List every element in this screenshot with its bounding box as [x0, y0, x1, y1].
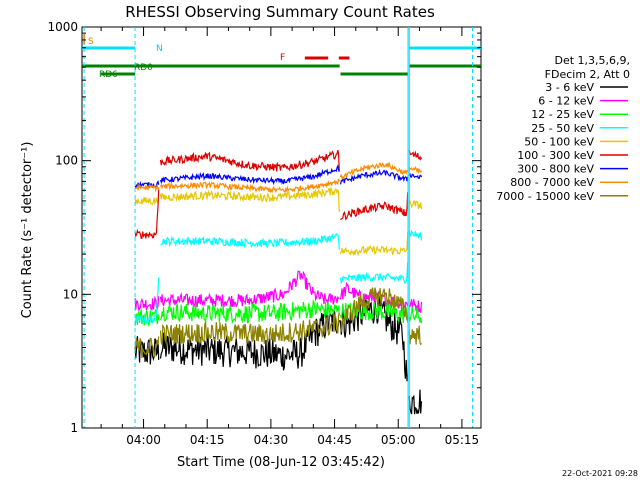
y-tick-label: 1000	[47, 20, 78, 34]
series-line	[134, 189, 160, 240]
legend-entry-label: 100 - 300 keV	[517, 149, 594, 162]
series-line	[408, 389, 423, 415]
axis-layer: 1 10 100 1000 04:00 04:15 04:30 04:45 05:00 05:15	[47, 20, 481, 447]
x-axis-label: Start Time (08-Jun-12 03:45:42)	[177, 455, 385, 470]
legend-entry-label: 50 - 100 keV	[524, 135, 594, 148]
series-line	[408, 325, 422, 346]
series-line	[409, 299, 423, 313]
y-axis-label: Count Rate (s⁻¹ detector⁻¹)	[20, 142, 35, 319]
series-line	[134, 309, 160, 328]
series-line	[339, 168, 409, 185]
series-line	[134, 277, 160, 325]
series-line	[160, 233, 340, 250]
series-line	[159, 299, 340, 325]
series-line	[134, 336, 160, 358]
chart-title: RHESSI Observing Summary Count Rates	[125, 3, 435, 21]
legend-entry-label: 800 - 7000 keV	[510, 176, 594, 189]
flag-label-s: S	[88, 37, 94, 47]
series-line	[408, 172, 423, 180]
flag-label-f: F	[280, 53, 285, 63]
flags-layer: S N F RD0 RD6	[82, 37, 481, 80]
series-50-100kev	[134, 187, 423, 257]
y-tick-label: 100	[55, 154, 78, 168]
legend-entry-label: 7000 - 15000 keV	[496, 190, 594, 203]
legend-entry-label: 3 - 6 keV	[545, 81, 594, 94]
series-line	[339, 262, 409, 285]
legend-entry-label: 6 - 12 keV	[538, 95, 594, 108]
series-line	[408, 229, 423, 241]
flag-label-n: N	[156, 44, 163, 54]
legend: Det 1,3,5,6,9, FDecim 2, Att 0 3 - 6 keV…	[496, 54, 630, 203]
x-tick-label: 04:00	[126, 433, 161, 447]
legend-entry-label: 12 - 25 keV	[531, 108, 594, 121]
series-layer	[134, 149, 423, 415]
series-line	[159, 270, 340, 308]
series-line	[134, 197, 159, 206]
series-line	[159, 310, 340, 371]
x-tick-label: 05:00	[381, 433, 416, 447]
series-300-800kev	[134, 164, 423, 190]
series-line	[339, 287, 409, 333]
legend-header-line-2: FDecim 2, Att 0	[545, 68, 630, 81]
series-line	[159, 164, 340, 186]
flag-label-rd0: RD0	[134, 63, 153, 73]
plot-frame	[81, 26, 482, 429]
x-tick-label: 04:15	[190, 433, 225, 447]
legend-entry-label: 25 - 50 keV	[531, 122, 594, 135]
series-line	[159, 312, 340, 345]
y-tick-label: 1	[70, 421, 78, 435]
series-line	[408, 166, 423, 175]
series-line	[408, 306, 423, 324]
footer-date: 22-Oct-2021 09:28	[562, 469, 638, 478]
series-line	[339, 232, 409, 257]
series-line	[159, 149, 340, 172]
series-line	[159, 178, 340, 194]
series-line	[135, 183, 160, 193]
series-line	[339, 161, 409, 181]
legend-header-line-1: Det 1,3,5,6,9,	[554, 54, 630, 67]
x-tick-label: 04:45	[317, 433, 352, 447]
series-25-50kev	[134, 229, 423, 325]
y-tick-label: 10	[63, 287, 78, 301]
series-line	[408, 149, 423, 161]
series-line	[408, 199, 423, 210]
x-tick-label: 04:30	[254, 433, 289, 447]
series-line	[134, 295, 160, 313]
x-tick-label: 05:15	[445, 433, 480, 447]
series-line	[340, 192, 409, 221]
series-800-7000kev	[135, 161, 423, 194]
legend-entry-label: 300 - 800 keV	[517, 163, 594, 176]
plot-frame-group	[81, 26, 482, 429]
series-7000-15000kev	[134, 287, 422, 358]
series-line	[159, 187, 340, 213]
series-100-300kev	[134, 149, 423, 240]
